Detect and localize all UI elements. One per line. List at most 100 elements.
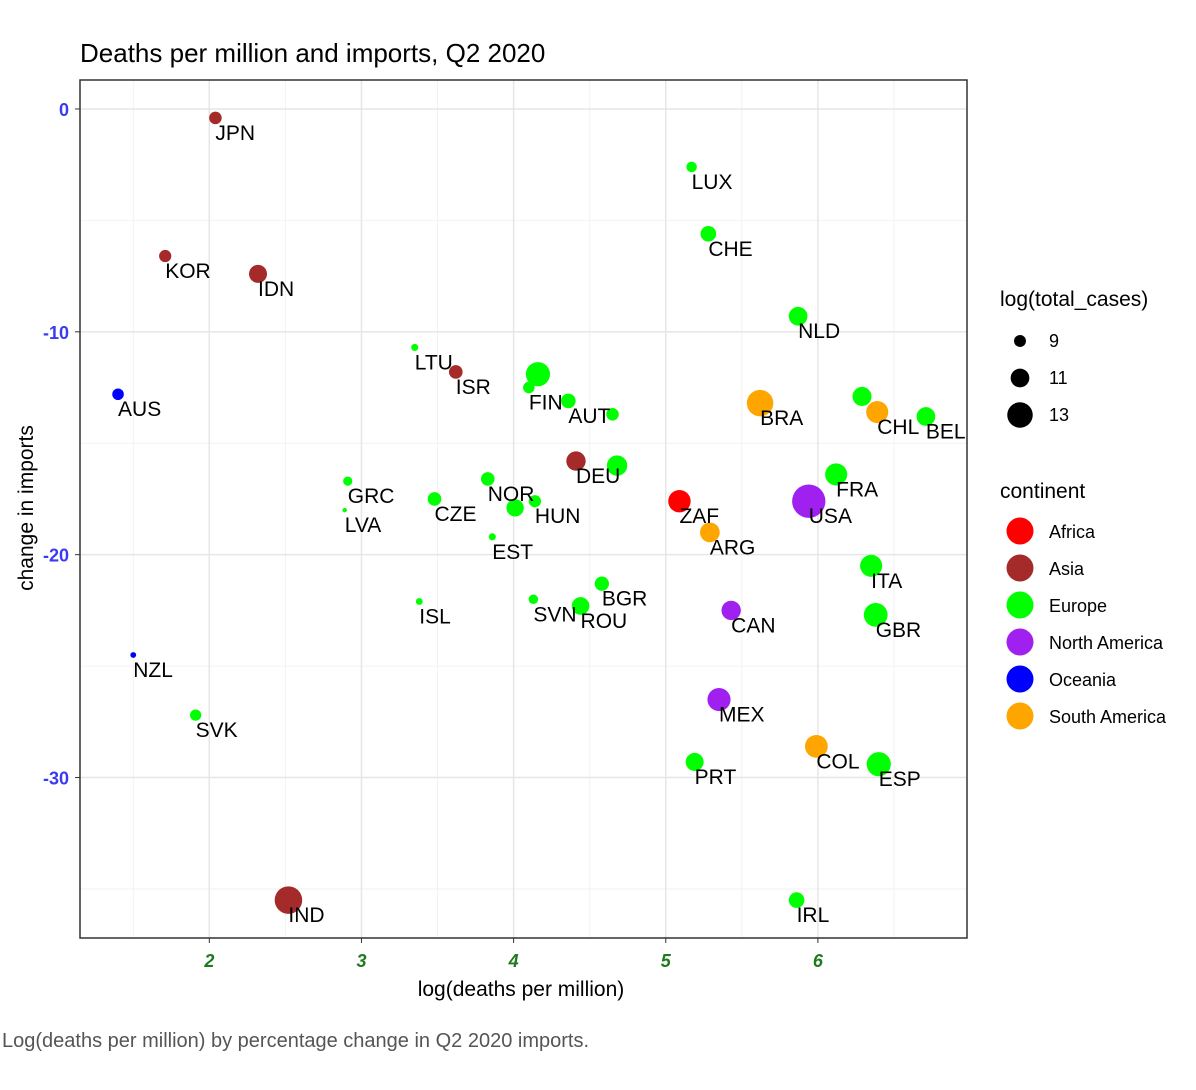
x-tick-label: 3 [356,951,366,971]
point-arg [700,522,720,543]
size-legend-title: log(total_cases) [1000,288,1148,311]
x-axis-label: log(deaths per million) [418,978,625,1001]
point-che [700,225,717,242]
point-label-fra: FRA [836,478,878,501]
point-label-gbr: GBR [876,619,922,642]
point-can [721,600,741,621]
x-tick-label: 6 [813,951,824,971]
y-axis-ticks: 0 -10 -20 -30 [43,100,80,789]
point-label-ltu: LTU [415,351,453,374]
point-label-isr: ISR [456,376,491,399]
plot-panel-border [79,79,968,939]
point-label-irl: IRL [797,904,830,927]
point-label-bra: BRA [760,407,803,430]
point-irl [788,892,805,908]
point-label-hun: HUN [535,505,581,528]
point-label-nor: NOR [488,483,535,506]
color-legend-key-africa [1006,517,1034,545]
point-label-esp: ESP [879,768,921,791]
color-legend-key-north-america [1006,628,1034,656]
point-label-arg: ARG [710,536,756,559]
point-bra [746,389,774,417]
point-cze [427,492,442,506]
color-legend: continent Africa Asia Europe North America O… [1000,480,1167,730]
point-grc [343,476,353,486]
point-unlabeled [852,386,872,406]
point-fin [523,381,535,394]
point-label-ind: IND [288,904,324,927]
point-label-kor: KOR [165,260,211,283]
point-label-svn: SVN [533,603,576,626]
point-lux [686,161,697,173]
data-points [112,111,936,914]
point-label-che: CHE [708,238,752,261]
size-legend-key [1010,368,1030,388]
figure-caption: Log(deaths per million) by percentage ch… [2,1030,590,1052]
scatter-chart: Deaths per million and imports, Q2 2020 … [15,38,1167,1001]
chart-title: Deaths per million and imports, Q2 2020 [80,38,545,68]
point-label-cze: CZE [434,503,476,526]
point-label-usa: USA [809,505,852,528]
x-tick-label: 5 [661,951,672,971]
point-labels: JPNKORIDNISRDEUINDAUSNZLLUXCHENLDLTUFINA… [118,122,966,927]
size-legend-label: 13 [1049,405,1069,425]
point-idn [248,264,268,283]
x-tick-label: 4 [508,951,519,971]
point-svk [190,709,202,721]
point-label-grc: GRC [348,485,395,508]
color-legend-label-africa: Africa [1049,522,1096,542]
point-label-prt: PRT [695,766,737,789]
point-label-chl: CHL [877,416,919,439]
point-isl [415,598,423,605]
point-est [488,533,496,541]
point-label-rou: ROU [581,610,628,633]
point-label-aus: AUS [118,398,161,421]
color-legend-label-south-america: South America [1049,707,1167,727]
point-fra [825,463,848,486]
y-tick-label: -30 [43,769,69,789]
point-label-col: COL [816,750,859,773]
point-label-nld: NLD [798,320,840,343]
point-esp [866,752,891,777]
point-bgr [594,576,609,591]
size-legend-label: 9 [1049,331,1059,351]
point-unlabeled [606,407,619,421]
y-tick-label: 0 [59,100,69,120]
size-legend-key [1014,335,1026,347]
color-legend-key-south-america [1006,702,1034,730]
point-prt [685,752,704,771]
point-rou [571,597,590,615]
point-unlabeled [506,499,524,517]
size-legend-key [1007,402,1033,428]
point-label-lva: LVA [345,514,382,537]
point-label-idn: IDN [258,278,294,301]
point-svn [528,594,539,605]
point-label-bel: BEL [926,421,966,444]
color-legend-label-oceania: Oceania [1049,670,1117,690]
point-gbr [863,602,888,627]
point-bel [916,407,936,426]
point-label-fin: FIN [529,392,563,415]
color-legend-label-europe: Europe [1049,596,1107,616]
point-nld [788,306,808,326]
point-hun [528,495,542,508]
point-kor [159,249,172,263]
point-label-nzl: NZL [133,659,173,682]
point-usa [792,484,826,518]
point-label-bgr: BGR [602,588,648,611]
point-label-mex: MEX [719,704,765,727]
point-deu [566,451,586,471]
size-legend-label: 11 [1049,368,1068,388]
point-nzl [130,652,137,658]
point-label-ita: ITA [871,570,902,593]
point-isr [448,365,463,379]
point-chl [866,401,889,424]
x-axis-ticks: 2 3 4 5 6 [203,938,824,971]
y-axis-label: change in imports [15,425,38,591]
point-mex [707,687,731,712]
y-tick-label: -20 [43,546,69,566]
color-legend-key-europe [1006,591,1034,619]
point-label-est: EST [492,541,533,564]
x-tick-label: 2 [203,951,214,971]
point-col [804,734,828,758]
